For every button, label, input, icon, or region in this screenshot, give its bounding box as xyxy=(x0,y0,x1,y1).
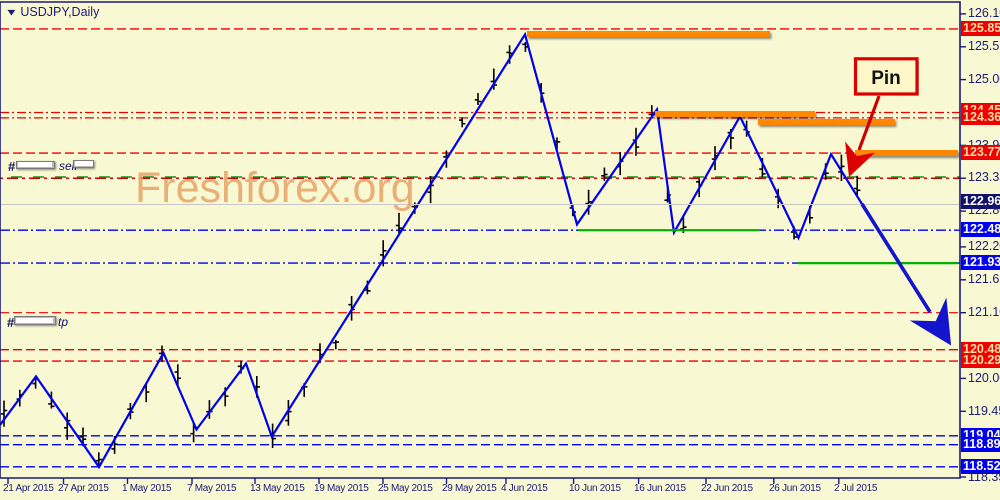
svg-text:Freshforex.org: Freshforex.org xyxy=(135,164,415,212)
svg-text:Pin: Pin xyxy=(871,68,901,89)
